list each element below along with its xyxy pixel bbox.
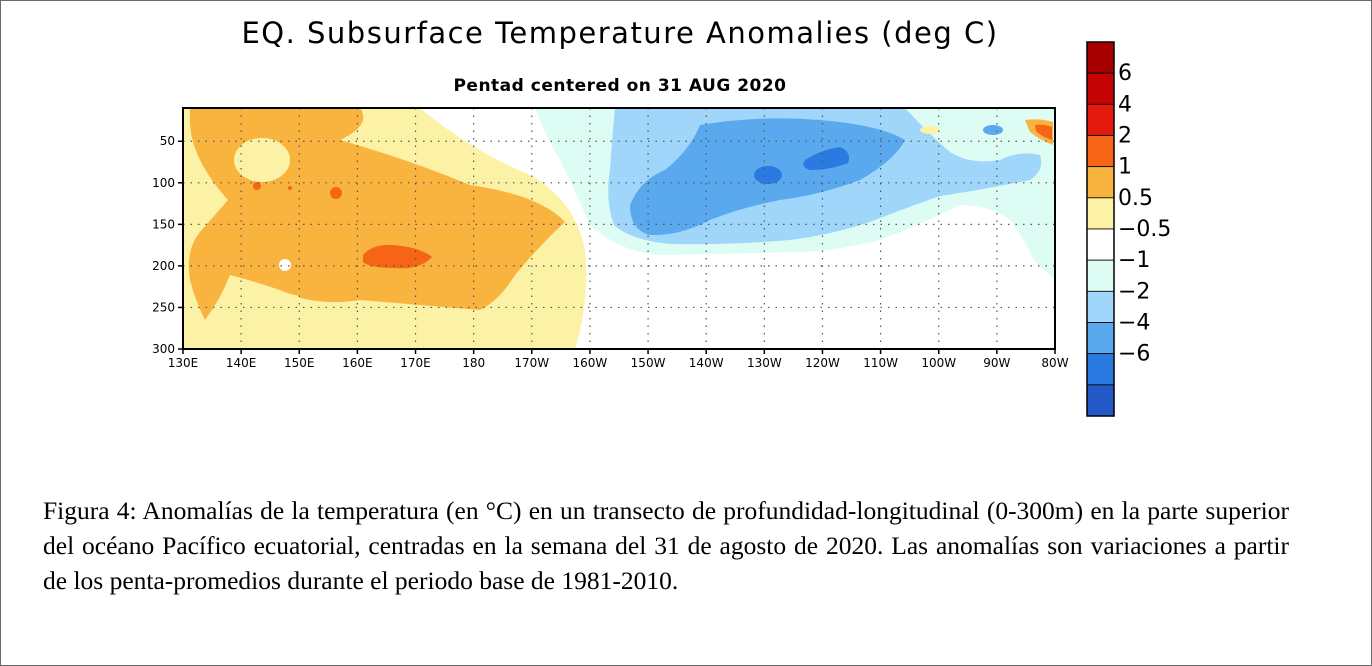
colorbar-label: 4 <box>1118 92 1132 117</box>
x-tick-label: 90W <box>983 356 1010 370</box>
y-tick-label: 150 <box>152 217 175 231</box>
x-tick-label: 140E <box>226 356 257 370</box>
neutral-patch <box>279 259 291 271</box>
colorbar-label: 2 <box>1118 124 1132 149</box>
colorbar-swatch <box>1086 290 1115 323</box>
x-tick-label: 150E <box>284 356 315 370</box>
contour-pos-1-lower <box>300 243 360 303</box>
colorbar-label: 6 <box>1118 61 1132 86</box>
x-tick-label: 130E <box>168 356 199 370</box>
chart-subtitle: Pentad centered on 31 AUG 2020 <box>453 76 787 96</box>
x-tick-label: 150W <box>631 356 666 370</box>
colorbar-legend: 6 4 2 1 0.5 −0.5 −1 −2 −4 −6 <box>1086 41 1171 417</box>
plot-area: 130E 140E 150E 160E 170E 180 170W 160W 150W 140W 1… <box>152 107 1069 370</box>
y-tick-label: 100 <box>152 176 175 190</box>
contour-neg-4-core <box>754 166 782 184</box>
x-tick-label: 170E <box>400 356 431 370</box>
x-tick-label: 140W <box>689 356 724 370</box>
colorbar-label: −1 <box>1118 248 1150 273</box>
colorbar-label: −0.5 <box>1118 217 1171 242</box>
colorbar-label: −2 <box>1118 279 1150 304</box>
x-tick-label: 160E <box>342 356 373 370</box>
y-tick-label: 250 <box>152 300 175 314</box>
x-tick-label: 170W <box>514 356 549 370</box>
y-tick-label: 200 <box>152 259 175 273</box>
contour-east-warm-core <box>1035 124 1052 140</box>
colorbar-label: 1 <box>1118 155 1132 180</box>
colorbar-swatch <box>1086 353 1115 386</box>
y-axis: 50 100 150 200 250 300 <box>152 134 183 356</box>
contour-pos-2-core <box>363 244 432 269</box>
colorbar-swatch <box>1086 103 1115 136</box>
figure-caption: Figura 4: Anomalías de la temperatura (e… <box>43 496 1289 595</box>
contour-neg-4-core <box>803 147 849 170</box>
anomaly-field <box>183 108 1055 349</box>
x-tick-label: 180 <box>462 356 485 370</box>
contour-pos-2-small <box>253 182 261 190</box>
colorbar-swatch <box>1086 135 1115 168</box>
contour-neg-2-small <box>983 125 1003 135</box>
grid-lines <box>183 108 1055 349</box>
x-axis: 130E 140E 150E 160E 170E 180 170W 160W 150W 140W 1… <box>168 349 1069 370</box>
colorbar-label: −6 <box>1118 342 1150 367</box>
plot-border <box>182 107 1056 350</box>
x-tick-label: 80W <box>1041 356 1068 370</box>
colorbar-swatch <box>1086 228 1115 261</box>
y-tick-label: 300 <box>152 342 175 356</box>
contour-pos-2-small <box>330 187 342 199</box>
colorbar-swatch <box>1086 259 1115 292</box>
colorbar-swatch <box>1086 72 1115 105</box>
contour-pos-2-small <box>288 186 292 190</box>
colorbar-label: 0.5 <box>1118 186 1153 211</box>
x-tick-label: 100W <box>921 356 956 370</box>
x-tick-label: 120W <box>805 356 840 370</box>
colorbar-swatch <box>1086 322 1115 355</box>
colorbar-swatch <box>1086 384 1115 417</box>
colorbar-label: −4 <box>1118 311 1150 336</box>
chart-title: EQ. Subsurface Temperature Anomalies (de… <box>241 16 999 50</box>
colorbar-swatch <box>1086 41 1115 74</box>
neutral-patch <box>234 138 290 182</box>
y-tick-label: 50 <box>160 134 175 148</box>
x-tick-label: 130W <box>747 356 782 370</box>
colorbar-swatch <box>1086 197 1115 230</box>
colorbar-swatch <box>1086 166 1115 199</box>
x-tick-label: 110W <box>863 356 898 370</box>
colorbar-border <box>1086 41 1115 417</box>
chart-canvas: 130E 140E 150E 160E 170E 180 170W 160W 150W 140W 1… <box>152 41 1171 417</box>
contour-east-warm-small <box>920 126 940 134</box>
x-tick-label: 160W <box>573 356 608 370</box>
